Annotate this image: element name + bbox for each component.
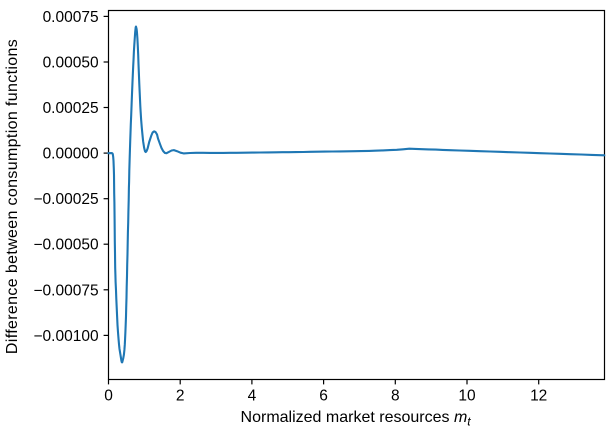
svg-text:8: 8	[391, 388, 400, 405]
svg-text:0.00050: 0.00050	[43, 55, 99, 72]
svg-text:2: 2	[176, 388, 185, 405]
svg-text:6: 6	[319, 388, 328, 405]
svg-text:−0.00050: −0.00050	[34, 237, 99, 254]
svg-text:Normalized market resources mt: Normalized market resources mt	[241, 409, 472, 428]
svg-text:−0.00075: −0.00075	[34, 282, 99, 299]
svg-text:0: 0	[104, 388, 113, 405]
svg-text:4: 4	[248, 388, 257, 405]
svg-text:0.00000: 0.00000	[43, 146, 99, 163]
svg-text:Difference between consumption: Difference between consumption functions	[4, 39, 21, 354]
svg-text:−0.00100: −0.00100	[34, 328, 99, 345]
svg-text:10: 10	[458, 388, 476, 405]
svg-text:0.00075: 0.00075	[43, 9, 99, 26]
svg-text:−0.00025: −0.00025	[34, 191, 99, 208]
svg-text:0.00025: 0.00025	[43, 100, 99, 117]
svg-text:12: 12	[530, 388, 547, 405]
